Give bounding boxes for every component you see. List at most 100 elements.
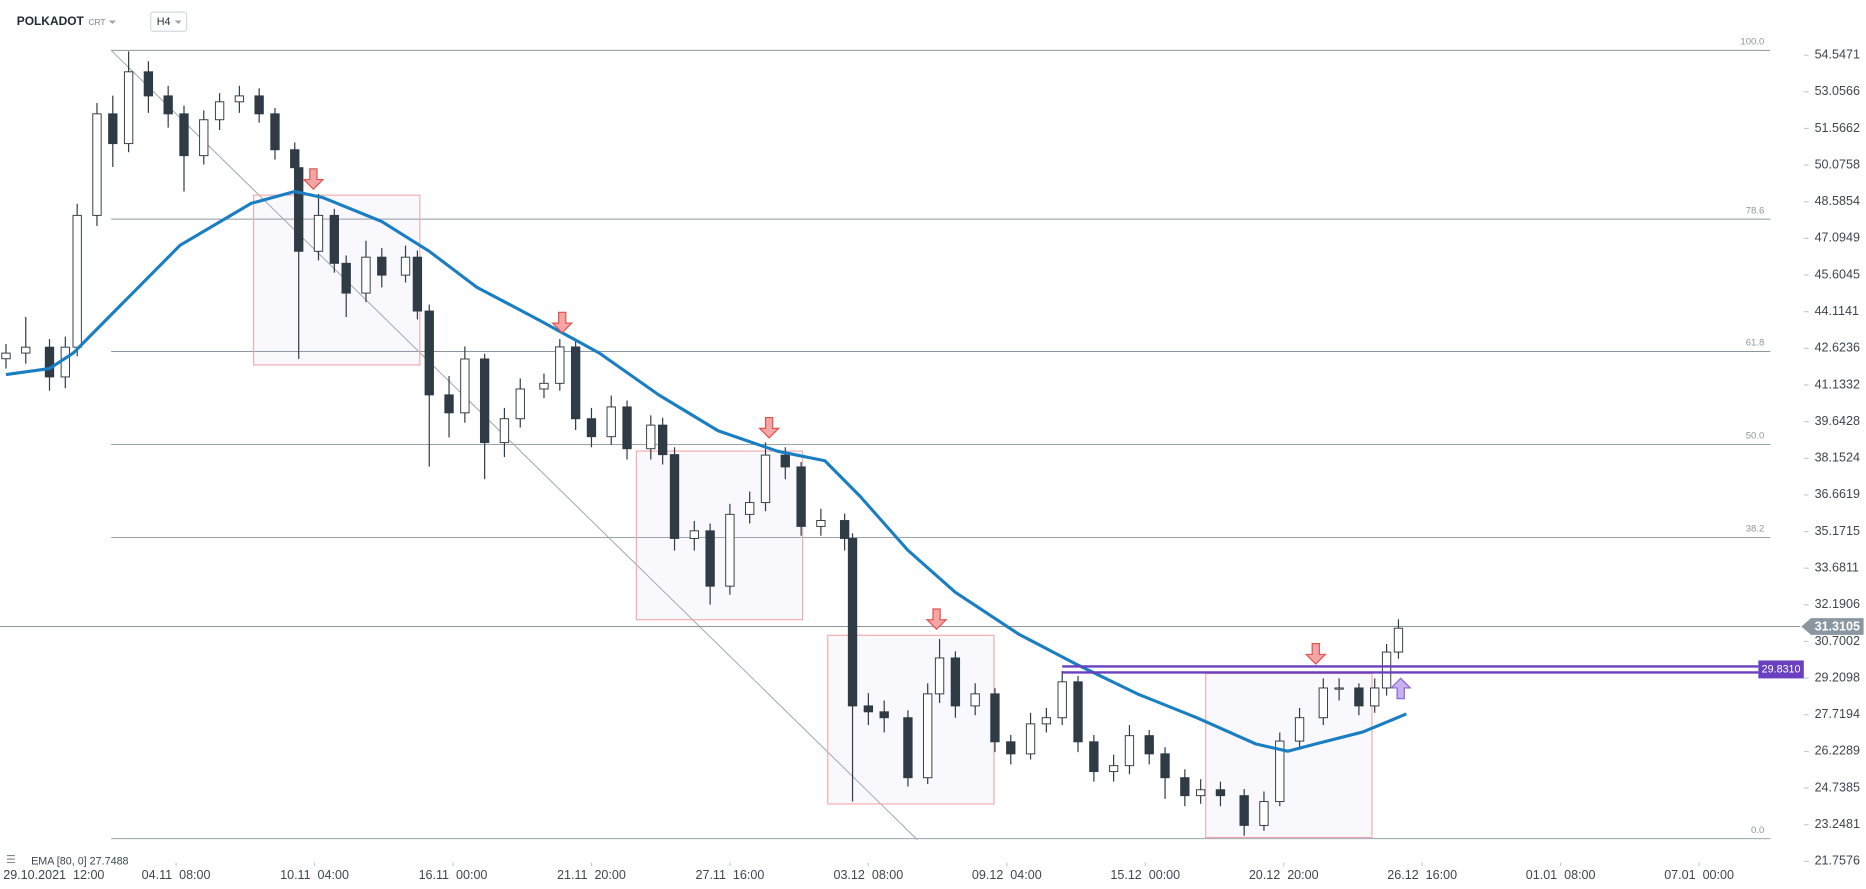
candle-body — [1393, 627, 1404, 653]
fib-label: 61.8 — [1746, 338, 1765, 349]
candle-body — [555, 346, 565, 384]
y-tick-label: 26.2289 — [1815, 744, 1860, 758]
candle-body — [1239, 795, 1249, 826]
x-tick-label: 03.12 08:00 — [833, 868, 903, 882]
candle-body — [1370, 687, 1380, 707]
arrow-down — [925, 608, 948, 631]
fib-trend — [110, 50, 918, 841]
candle-body — [903, 717, 913, 779]
interval-label[interactable]: H4 — [157, 16, 171, 28]
candle-body — [780, 454, 790, 468]
y-tick-label: 47.0949 — [1815, 231, 1860, 245]
candle-body — [329, 214, 339, 264]
candle-body — [1025, 723, 1036, 755]
instrument-name: POLKADOT — [17, 14, 85, 28]
arrow-down — [758, 416, 781, 439]
candle-body — [214, 101, 225, 121]
candle-body — [970, 693, 980, 707]
candle-body — [1073, 681, 1083, 743]
fib-label: 0.0 — [1751, 825, 1764, 836]
candle-body — [657, 424, 668, 456]
interval-select[interactable] — [150, 11, 188, 32]
candle-body — [377, 256, 387, 276]
x-tick-label: 27.11 16:00 — [695, 868, 764, 882]
candle-body — [143, 71, 154, 97]
x-tick-label: 21.11 20:00 — [557, 868, 626, 882]
candle-body — [1215, 789, 1226, 797]
candle-body — [412, 256, 423, 312]
arrow-down — [302, 168, 325, 190]
x-tick-label: 04.11 08:00 — [142, 868, 211, 882]
y-tick-label: 32.1906 — [1815, 597, 1860, 611]
candle-body — [760, 454, 771, 504]
candle-body — [1259, 801, 1269, 826]
candle-body — [254, 95, 264, 115]
candle-body — [669, 454, 680, 539]
x-tick-label: 29.10.2021 12:00 — [3, 868, 104, 882]
candle-body — [1006, 741, 1016, 755]
candle-body — [1089, 741, 1099, 773]
y-tick-label: 48.5854 — [1815, 194, 1860, 208]
candle-body — [341, 262, 351, 294]
ema-line — [5, 189, 1407, 753]
y-tick-label: 53.0566 — [1815, 84, 1860, 98]
candle-body — [290, 149, 300, 169]
resistance-label: 29.8310 — [1762, 663, 1801, 675]
candle-body — [460, 358, 470, 414]
resistance-label-box — [1758, 660, 1804, 679]
fib-label: 78.6 — [1746, 205, 1765, 216]
arrow-down — [1304, 643, 1327, 665]
candle-body — [879, 711, 889, 719]
x-tick-label: 01.01 08:00 — [1526, 868, 1596, 882]
y-tick-label: 29.2098 — [1815, 670, 1860, 684]
y-tick-label: 39.6428 — [1815, 414, 1860, 428]
last-price-tag — [1801, 618, 1864, 635]
x-tick-label: 20.12 20:00 — [1249, 868, 1319, 882]
y-tick-label: 33.6811 — [1815, 561, 1859, 575]
candle-body — [622, 406, 632, 450]
candle-body — [796, 466, 806, 527]
candle-body — [1124, 735, 1135, 767]
dropdown-caret[interactable] — [174, 20, 182, 25]
candle-body — [499, 418, 510, 444]
candle-body — [950, 657, 961, 707]
x-tick-label: 10.11 04:00 — [280, 868, 349, 882]
y-tick-label: 27.7194 — [1815, 707, 1860, 721]
y-tick-label: 41.1332 — [1815, 377, 1860, 391]
y-tick-label: 35.1715 — [1815, 524, 1860, 538]
candle-body — [725, 513, 735, 587]
y-tick-label: 30.7002 — [1815, 634, 1860, 648]
candle-body — [1354, 687, 1364, 707]
candle-body — [444, 394, 454, 414]
candle-body — [108, 113, 118, 145]
arrow-down — [551, 311, 574, 334]
y-tick-label: 45.6045 — [1815, 267, 1860, 281]
x-tick-label: 16.11 00:00 — [419, 868, 488, 882]
candle-body — [1334, 687, 1344, 690]
candle-body — [646, 424, 656, 450]
candle-body — [234, 95, 245, 103]
candle-body — [1057, 681, 1067, 719]
candle-body — [60, 346, 70, 378]
instrument-type[interactable]: CRT — [89, 17, 106, 27]
candle-body — [839, 520, 850, 539]
candle-body — [586, 418, 597, 438]
arrow-up — [1389, 677, 1412, 700]
candle-body — [1195, 789, 1206, 797]
candle-body — [270, 113, 280, 151]
candle-body — [44, 346, 55, 378]
candle-body — [923, 693, 933, 779]
candle-body — [1041, 717, 1052, 725]
ema-legend-value: 27.7488 — [90, 855, 129, 867]
candle-body — [539, 382, 549, 390]
dropdown-caret[interactable] — [108, 20, 117, 25]
y-tick-label: 54.5471 — [1815, 47, 1860, 61]
candle-body — [705, 530, 715, 587]
y-tick-label: 24.7385 — [1815, 780, 1860, 794]
candle-body — [934, 657, 945, 695]
zone-box — [1205, 673, 1373, 838]
y-tick-label: 50.0758 — [1815, 157, 1860, 171]
last-price-label: 31.3105 — [1815, 619, 1860, 633]
fib-label: 100.0 — [1740, 37, 1764, 48]
